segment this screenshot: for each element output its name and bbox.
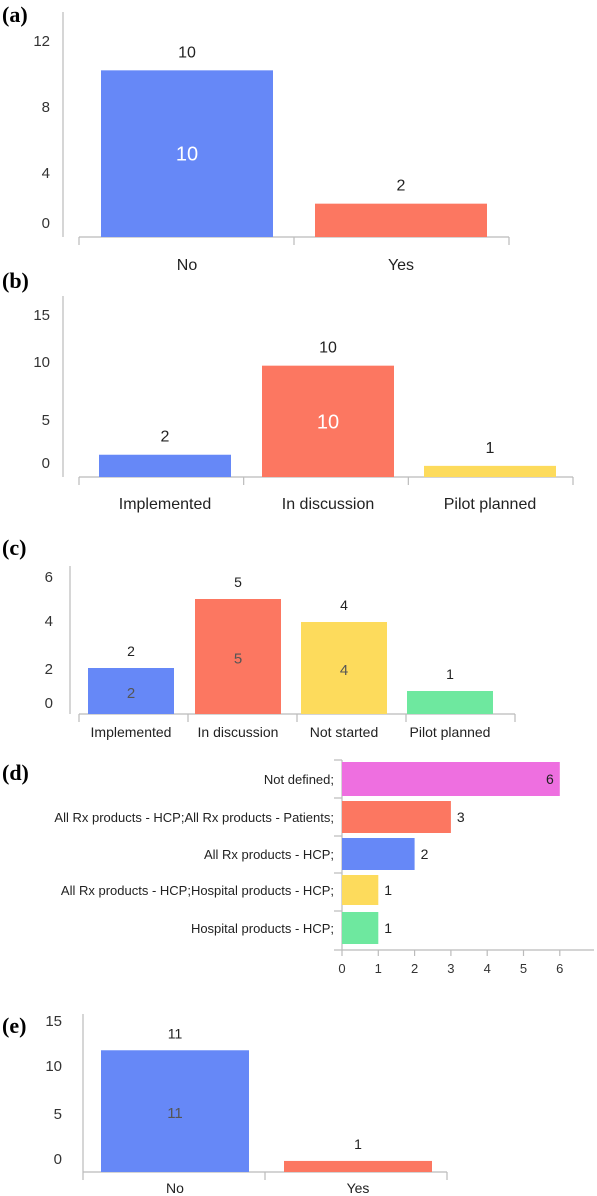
y-tick-label: 0 — [42, 215, 50, 232]
x-category-label: Not started — [310, 724, 378, 740]
y-tick-label: 10 — [45, 1058, 62, 1075]
x-tick-label: 6 — [556, 961, 563, 976]
bar-value-label: 4 — [340, 597, 348, 613]
panel-label: (a) — [2, 2, 28, 27]
x-category-label: No — [177, 257, 198, 274]
x-category-label: Pilot planned — [444, 496, 537, 513]
y-tick-label: 4 — [45, 613, 53, 630]
y-category-label: Not defined; — [264, 772, 334, 787]
bar-value-label: 5 — [234, 574, 242, 590]
bar — [315, 203, 487, 237]
bar-inner-label: 4 — [340, 662, 348, 679]
y-tick-label: 10 — [33, 354, 50, 371]
panel-label: (d) — [2, 760, 29, 785]
x-category-label: No — [166, 1180, 184, 1196]
y-tick-label: 8 — [42, 99, 50, 116]
bar-value-label: 2 — [161, 429, 170, 446]
y-tick-label: 0 — [42, 455, 50, 472]
y-tick-label: 5 — [54, 1106, 62, 1123]
bar-value-label: 3 — [457, 809, 465, 825]
y-category-label: All Rx products - HCP;Hospital products … — [61, 883, 334, 898]
x-tick-label: 2 — [411, 961, 418, 976]
x-category-label: Yes — [347, 1180, 370, 1196]
y-tick-label: 15 — [45, 1013, 62, 1030]
chart-panel: (e) 0 5 10 15 11 11 No 1 Yes — [2, 1013, 448, 1196]
y-tick-label: 6 — [45, 569, 53, 586]
y-tick-label: 0 — [54, 1151, 62, 1168]
y-tick-label: 0 — [45, 695, 53, 712]
x-tick-label: 3 — [447, 961, 454, 976]
y-tick-label: 5 — [42, 412, 50, 429]
chart-panel: (b) 0 5 10 15 2 Implemented 10 10 In discussion 1 P… — [2, 268, 574, 513]
panel-label: (e) — [2, 1013, 26, 1038]
bar-value-label: 1 — [446, 666, 454, 682]
bar-value-label: 6 — [546, 771, 554, 787]
panel-label: (c) — [2, 535, 26, 560]
bar-value-label: 1 — [354, 1136, 362, 1152]
bar — [88, 668, 174, 714]
chart-panel: (a) 0 4 8 12 10 10 No 2 Yes — [2, 2, 510, 274]
x-tick-label: 5 — [520, 961, 527, 976]
bar — [424, 465, 556, 477]
chart-panel: (c) 0 2 4 6 2 2 Implemented 5 5 In discussion 4 4 Not… — [2, 535, 516, 740]
x-tick-label: 0 — [338, 961, 345, 976]
y-category-label: Hospital products - HCP; — [191, 921, 334, 936]
bar — [262, 365, 394, 477]
y-tick-label: 4 — [42, 165, 50, 182]
bar-value-label: 2 — [397, 178, 406, 195]
bar — [99, 454, 231, 477]
x-category-label: Yes — [388, 257, 414, 274]
y-category-label: All Rx products - HCP;All Rx products - … — [54, 810, 334, 825]
x-tick-label: 1 — [375, 961, 382, 976]
x-category-label: Implemented — [91, 724, 172, 740]
bar — [301, 622, 387, 714]
bar-value-label: 1 — [486, 440, 495, 457]
bar-inner-label: 10 — [317, 411, 339, 433]
bar-value-label: 1 — [384, 920, 392, 936]
bar — [284, 1160, 432, 1172]
bar — [342, 838, 415, 870]
y-tick-label: 15 — [33, 307, 50, 324]
x-category-label: In discussion — [282, 496, 375, 513]
bar — [342, 762, 560, 796]
bar-inner-label: 5 — [234, 651, 242, 668]
bar — [195, 599, 281, 714]
bar — [407, 691, 493, 714]
y-category-label: All Rx products - HCP; — [204, 847, 334, 862]
y-tick-label: 12 — [33, 33, 50, 50]
panel-label: (b) — [2, 268, 29, 293]
bar-inner-label: 2 — [127, 685, 135, 702]
bar-value-label: 2 — [127, 643, 135, 659]
bar-inner-label: 10 — [176, 144, 198, 166]
bar — [342, 801, 451, 833]
bar-value-label: 11 — [168, 1025, 183, 1041]
bar-inner-label: 11 — [167, 1105, 183, 1122]
bar-value-label: 10 — [178, 44, 196, 61]
bar — [101, 1050, 249, 1172]
x-tick-label: 4 — [484, 961, 491, 976]
bar — [101, 70, 273, 237]
y-tick-label: 2 — [45, 661, 53, 678]
x-category-label: In discussion — [198, 724, 279, 740]
bar-value-label: 2 — [421, 846, 429, 862]
bar-value-label: 1 — [384, 882, 392, 898]
x-category-label: Implemented — [119, 496, 212, 513]
bar-value-label: 10 — [319, 340, 337, 357]
bar — [342, 912, 379, 944]
x-category-label: Pilot planned — [410, 724, 491, 740]
bar — [342, 875, 379, 905]
